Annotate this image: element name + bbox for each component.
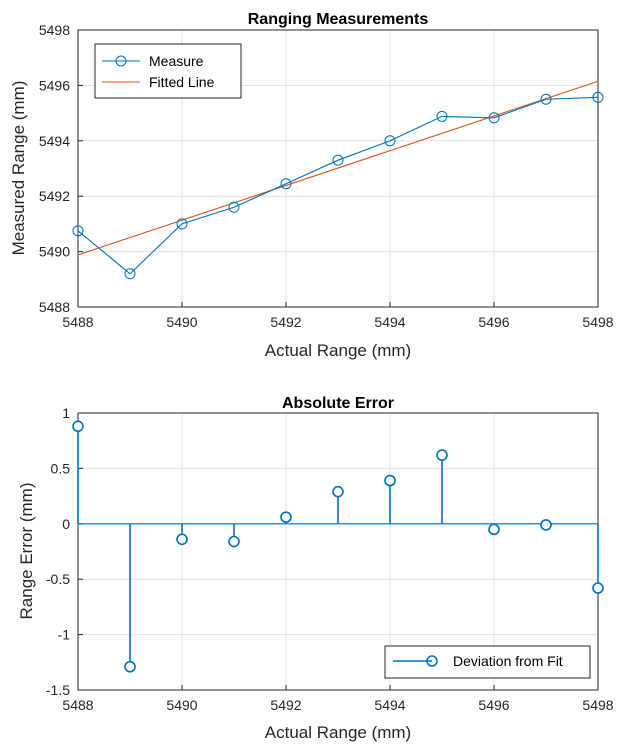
legend: Measure Fitted Line: [94, 43, 242, 99]
x-tick-label: 5498: [582, 697, 613, 713]
deviation-point: [488, 523, 500, 536]
chart-title: Ranging Measurements: [248, 11, 429, 28]
legend-label-measure: Measure: [149, 53, 204, 69]
measure-point: [436, 110, 448, 122]
x-tick-label: 5494: [374, 314, 405, 330]
chart-title: Absolute Error: [282, 395, 394, 412]
x-tick-label: 5490: [166, 697, 197, 713]
x-tick-label: 5498: [582, 314, 613, 330]
y-tick-label: 5494: [39, 133, 70, 149]
axes-box: [77, 29, 599, 308]
x-tick-label: 5496: [478, 314, 509, 330]
legend-label-fitted-line: Fitted Line: [149, 74, 215, 90]
y-tick-label: 5492: [39, 188, 70, 204]
deviation-point: [280, 511, 292, 523]
y-tick-label: 5488: [39, 299, 70, 315]
deviation-point: [124, 660, 136, 673]
measure-point: [72, 225, 84, 237]
x-tick-label: 5490: [166, 314, 197, 330]
deviation-point: [228, 535, 240, 548]
plot-area: [72, 420, 604, 673]
y-tick-label: 1: [62, 405, 70, 421]
measure-series-line: [77, 96, 599, 275]
measure-point: [488, 112, 500, 124]
ranging-measurements-axes: 5488 5490 5492 5494 5496 5498 5488 5490 5492 5494…: [9, 11, 614, 360]
tick-labels: 5488 5490 5492 5494 5496 5498 5488 5490 5492 5494…: [39, 22, 614, 330]
y-tick-label: 5498: [39, 22, 70, 38]
deviation-point: [540, 519, 552, 531]
y-tick-label: 0: [62, 516, 70, 532]
measure-point: [540, 93, 552, 105]
y-tick-label: 5496: [39, 77, 70, 93]
x-tick-label: 5492: [270, 697, 301, 713]
measure-point: [228, 201, 240, 213]
y-tick-label: -1.5: [46, 682, 70, 698]
y-tick-label: 5490: [39, 244, 70, 260]
x-tick-label: 5496: [478, 697, 509, 713]
x-axis-label: Actual Range (mm): [265, 723, 411, 742]
x-tick-label: 5488: [62, 314, 93, 330]
measure-point: [592, 91, 604, 103]
x-axis-label: Actual Range (mm): [265, 341, 411, 360]
y-tick-label: -0.5: [46, 571, 70, 587]
x-tick-label: 5494: [374, 697, 405, 713]
plot-area: [72, 80, 604, 280]
legend-deviation-marker: [426, 655, 438, 667]
deviation-point: [436, 449, 448, 461]
deviation-point: [72, 420, 84, 433]
x-tick-label: 5488: [62, 697, 93, 713]
measure-point: [332, 154, 344, 166]
legend-measure-marker: [115, 55, 127, 67]
legend: Deviation from Fit: [384, 645, 591, 679]
legend-box: [384, 645, 591, 679]
y-tick-label: 0.5: [51, 460, 71, 476]
deviation-point: [176, 533, 188, 546]
deviation-point: [592, 582, 604, 594]
absolute-error-axes: 5488 5490 5492 5494 5496 549810.50-0.5-1-1.5 …: [17, 395, 614, 742]
y-axis-label: Range Error (mm): [17, 483, 36, 620]
measure-point: [280, 178, 292, 190]
deviation-point: [384, 474, 396, 487]
measure-point: [176, 218, 188, 230]
measure-point: [124, 268, 136, 280]
deviation-point: [332, 485, 344, 498]
tick-labels: 5488 5490 5492 5494 5496 5498 1 0.5 0 -0.5 -1 -1.5: [46, 405, 614, 713]
legend-box: [94, 43, 242, 99]
measure-point: [384, 135, 396, 147]
fitted-line-series: [77, 80, 599, 256]
legend-label-deviation-from-fit: Deviation from Fit: [453, 653, 563, 669]
x-tick-label: 5492: [270, 314, 301, 330]
y-axis-label: Measured Range (mm): [9, 81, 28, 256]
y-tick-label: -1: [58, 627, 71, 643]
